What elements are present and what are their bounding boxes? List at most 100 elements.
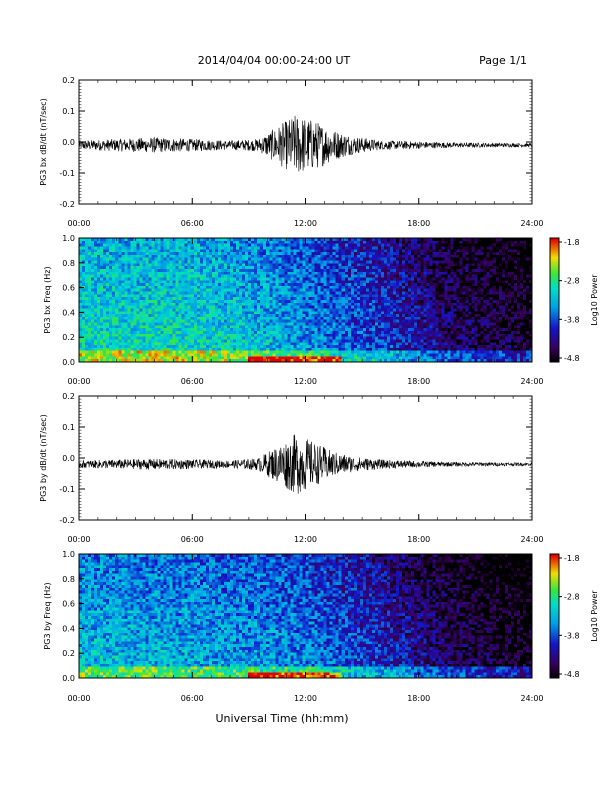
spectrogram-cell <box>338 308 343 312</box>
spectrogram-cell <box>396 288 400 292</box>
spectrogram-cell <box>335 333 340 337</box>
spectrogram-cell <box>384 260 388 264</box>
spectrogram-cell <box>275 300 279 304</box>
spectrogram-cell <box>371 342 376 346</box>
spectrogram-cell <box>184 285 189 290</box>
spectrogram-cell <box>136 257 140 261</box>
spectrogram-cell <box>293 322 297 326</box>
spectrogram-cell <box>323 246 327 250</box>
spectrogram-cell <box>260 347 264 352</box>
spectrogram-cell <box>175 246 179 250</box>
spectrogram-cell <box>287 322 291 326</box>
spectrogram-cell <box>82 260 86 264</box>
spectrogram-cell <box>220 266 225 270</box>
spectrogram-cell <box>284 316 288 321</box>
spectrogram-cell <box>245 288 249 292</box>
spectrogram-cell <box>245 246 249 250</box>
spectrogram-cell <box>157 305 161 309</box>
spectrogram-cell <box>311 285 315 290</box>
spectrogram-cell <box>172 356 176 360</box>
spectrogram-cell <box>88 339 92 343</box>
spectrogram-cell <box>88 300 92 304</box>
spectrogram-cell <box>341 331 346 335</box>
spectrogram-cell <box>356 353 361 357</box>
spectrogram-cell <box>142 249 146 253</box>
spectrogram-cell <box>106 288 110 292</box>
spectrogram-cell <box>217 322 222 326</box>
spectrogram-cell <box>239 285 243 290</box>
spectrogram-cell <box>329 336 333 340</box>
spectrogram-cell <box>329 308 333 312</box>
spectrogram-cell <box>263 257 267 261</box>
spectrogram-cell <box>79 249 83 253</box>
spectrogram-cell <box>405 300 409 304</box>
spectrogram-cell <box>118 266 122 270</box>
spectrogram-cell <box>365 359 370 363</box>
spectrogram-cell <box>408 266 412 270</box>
spectrogram-cell <box>329 294 333 298</box>
spectrogram-cell <box>314 291 318 295</box>
spectrogram-cell <box>254 246 258 250</box>
spectrogram-cell <box>175 336 179 340</box>
spectrogram-cell <box>399 353 403 357</box>
spectrogram-cell <box>281 308 285 312</box>
spectrogram-cell <box>127 359 131 363</box>
spectrogram-cell <box>217 238 222 242</box>
spectrogram-cell <box>323 271 327 275</box>
spectrogram-cell <box>214 246 219 250</box>
spectrogram-cell <box>154 283 158 287</box>
spectrogram-cell <box>154 333 158 337</box>
spectrogram-cell <box>381 274 385 278</box>
spectrogram-cell <box>314 249 318 253</box>
spectrogram-cell <box>160 328 164 332</box>
spectrogram-cell <box>284 342 288 346</box>
spectrogram-cell <box>103 274 107 278</box>
spectrogram-cell <box>148 240 152 244</box>
spectrogram-cell <box>365 285 370 290</box>
spectrogram-cell <box>399 347 403 352</box>
spectrogram-cell <box>214 297 219 301</box>
spectrogram-cell <box>100 274 104 278</box>
spectrogram-cell <box>263 263 267 267</box>
spectrogram-cell <box>121 302 125 306</box>
spectrogram-cell <box>230 331 234 335</box>
spectrogram-cell <box>329 311 333 315</box>
spectrogram-cell <box>172 350 176 354</box>
spectrogram-cell <box>311 353 315 357</box>
spectrogram-cell <box>226 342 231 346</box>
spectrogram-cell <box>335 274 340 278</box>
spectrogram-cell <box>335 288 340 292</box>
spectrogram-cell <box>142 297 146 301</box>
spectrogram-cell <box>387 257 391 261</box>
spectrogram-cell <box>242 325 246 329</box>
spectrogram-cell <box>85 316 89 321</box>
spectrogram-cell <box>230 333 234 337</box>
spectrogram-cell <box>217 305 222 309</box>
spectrogram-cell <box>139 342 143 346</box>
spectrogram-cell <box>133 269 137 273</box>
spectrogram-cell <box>178 291 182 295</box>
spectrogram-cell <box>275 269 279 273</box>
spectrogram-cell <box>94 353 98 357</box>
spectrogram-cell <box>281 333 285 337</box>
spectrogram-cell <box>148 260 152 264</box>
spectrogram-cell <box>269 305 273 309</box>
spectrogram-cell <box>106 252 110 256</box>
spectrogram-cell <box>362 325 367 329</box>
spectrogram-cell <box>308 277 312 281</box>
spectrogram-cell <box>344 353 349 357</box>
spectrogram-cell <box>257 271 261 275</box>
spectrogram-cell <box>314 333 318 337</box>
spectrogram-cell <box>320 269 324 273</box>
spectrogram-cell <box>390 288 394 292</box>
spectrogram-cell <box>169 257 173 261</box>
spectrogram-cell <box>390 325 394 329</box>
spectrogram-cell <box>323 328 327 332</box>
spectrogram-cell <box>296 333 300 337</box>
spectrogram-cell <box>305 271 309 275</box>
spectrogram-cell <box>344 246 349 250</box>
spectrogram-cell <box>217 300 222 304</box>
spectrogram-cell <box>196 350 201 354</box>
spectrogram-cell <box>214 345 219 349</box>
spectrogram-cell <box>314 288 318 292</box>
